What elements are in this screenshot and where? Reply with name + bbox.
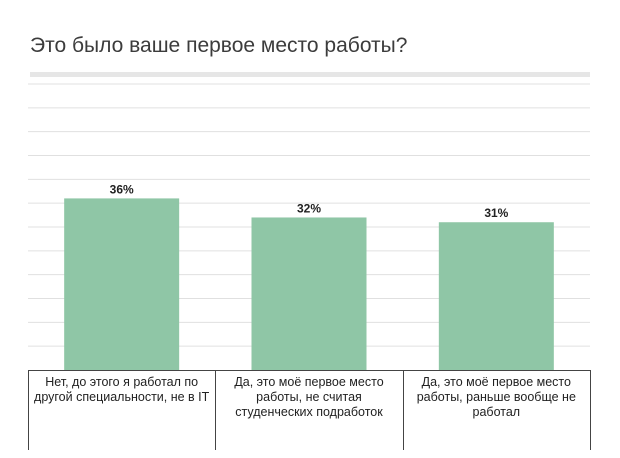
value-label-3: 31% xyxy=(484,206,508,220)
bar-1 xyxy=(64,198,180,370)
category-label-3: Да, это моё первое место работы, раньше … xyxy=(416,375,576,419)
bars xyxy=(64,198,554,370)
category-label-2: Да, это моё первое место работы, не счит… xyxy=(234,375,384,419)
value-labels: 36% 32% 31% xyxy=(110,182,509,220)
bar-3 xyxy=(438,222,554,370)
value-label-2: 32% xyxy=(297,201,321,215)
chart-title: Это было ваше первое место работы? xyxy=(30,34,408,57)
bar-2 xyxy=(251,217,367,370)
value-label-1: 36% xyxy=(110,182,134,196)
category-label-1: Нет, до этого я работал по другой специа… xyxy=(34,375,210,404)
title-divider xyxy=(30,72,590,77)
axes xyxy=(28,370,591,450)
